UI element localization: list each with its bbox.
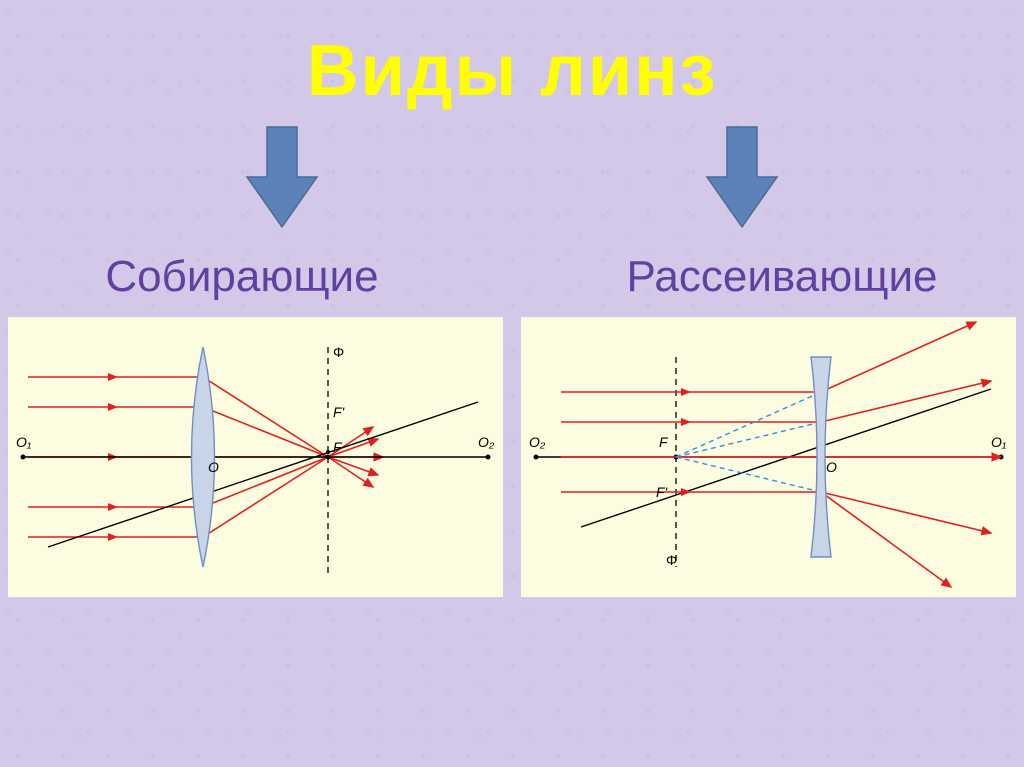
diagrams-row: O₁ O₂ O F F' Φ <box>0 317 1024 597</box>
arrow-down-left <box>242 122 322 232</box>
svg-text:O: O <box>826 459 837 475</box>
svg-text:F': F' <box>333 404 346 420</box>
svg-text:F: F <box>659 434 669 450</box>
converging-lens-diagram: O₁ O₂ O F F' Φ <box>8 317 503 597</box>
labels-row: Собирающие Рассеивающие <box>0 252 1024 302</box>
svg-text:O₁: O₁ <box>991 434 1007 450</box>
arrows-row <box>0 122 1024 232</box>
label-converging: Собирающие <box>2 252 482 302</box>
svg-text:F: F <box>333 439 343 455</box>
svg-text:F': F' <box>656 484 669 500</box>
svg-text:O₂: O₂ <box>478 434 495 450</box>
label-diverging: Рассеивающие <box>542 252 1022 302</box>
diverging-lens-diagram: O₂ O₁ O F F' Φ <box>521 317 1016 597</box>
arrow-down-right <box>702 122 782 232</box>
svg-text:O₁: O₁ <box>16 434 32 450</box>
svg-text:Φ: Φ <box>333 344 344 360</box>
svg-text:O₂: O₂ <box>529 434 546 450</box>
svg-text:Φ: Φ <box>666 552 677 568</box>
page-title: Виды линз <box>0 0 1024 112</box>
svg-text:O: O <box>208 459 219 475</box>
